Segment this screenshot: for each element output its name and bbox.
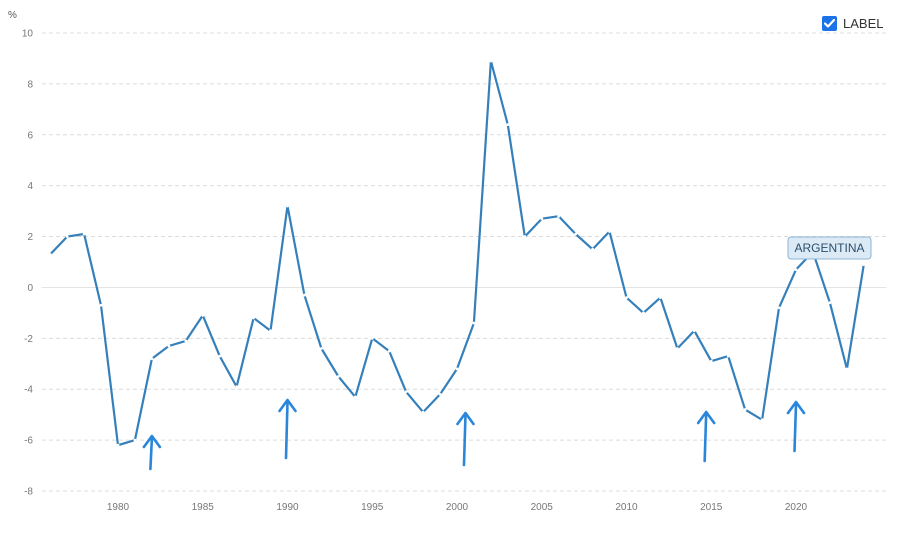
data-point [743,408,747,411]
data-point [235,385,239,389]
annotation-arrow [786,400,806,453]
x-tick-label: 1995 [361,502,384,513]
data-point [421,410,425,414]
data-point [845,367,849,371]
data-point [574,232,578,236]
data-point [336,375,340,378]
data-point [489,59,493,63]
data-point [591,247,594,251]
data-point [404,390,408,394]
y-axis-ticks: -8 -6 -4 -2 0 2 4 6 8 10 [22,29,34,498]
x-tick-label: 2010 [615,502,638,513]
data-point [642,311,645,315]
annotation-arrow [142,434,162,471]
series-layer [48,59,866,447]
data-point [472,321,476,325]
series-label-layer: ARGENTINA [787,236,872,260]
y-tick-label: -8 [24,487,33,498]
data-point [99,303,103,307]
data-point [201,314,205,317]
data-point [709,359,713,363]
data-point [370,336,374,340]
data-point [608,230,611,233]
data-point [692,329,696,333]
data-point [828,301,832,305]
y-tick-label: 0 [27,283,33,294]
check-icon [824,18,835,28]
data-point [184,339,188,343]
x-tick-label: 2000 [446,502,469,513]
data-point [625,296,628,300]
y-tick-label: 2 [27,232,33,243]
series-line [49,59,865,447]
data-point [523,235,527,238]
data-point [303,293,306,297]
x-tick-label: 2005 [531,502,554,513]
data-point [438,392,442,396]
data-point [116,443,120,447]
x-tick-label: 2015 [700,502,723,513]
annotation-arrows [142,398,806,471]
y-tick-label: -6 [24,436,33,447]
y-tick-label: -2 [24,334,33,345]
data-point [726,354,730,358]
data-point [167,344,171,348]
annotation-arrow [456,411,475,467]
data-point [506,123,510,126]
series-label-text: ARGENTINA [794,241,864,255]
data-point [48,252,52,256]
data-point [133,438,137,442]
data-point [777,306,781,310]
data-point [557,214,561,218]
data-point [794,268,798,272]
y-axis-unit-label: % [8,10,17,21]
data-point [862,263,866,266]
grid-lines [42,32,886,492]
y-tick-label: 8 [27,79,33,90]
data-point [387,349,391,353]
data-point [252,316,256,320]
label-checkbox[interactable] [822,15,837,31]
data-point [659,296,662,300]
data-point [353,395,357,399]
annotation-arrow [696,410,716,463]
x-tick-label: 1990 [276,502,299,513]
data-point [150,357,154,361]
data-point [455,367,459,371]
data-point [760,418,764,422]
annotation-arrow [278,398,297,460]
y-tick-label: 6 [27,130,33,141]
y-tick-label: 10 [22,29,34,40]
data-point [269,329,272,333]
y-tick-label: -4 [24,385,33,396]
data-point [320,347,323,350]
data-point [675,347,679,350]
series-label: ARGENTINA [787,236,872,260]
x-tick-label: 2020 [785,502,808,513]
y-tick-label: 4 [27,181,33,192]
label-checkbox-text: LABEL [843,15,884,31]
label-toggle[interactable]: LABEL [822,14,883,32]
data-point [286,204,289,208]
x-tick-label: 1980 [107,502,130,513]
data-point [82,232,86,236]
x-axis-ticks: 1980 1985 1990 1995 2000 2005 2010 2015 2020 [107,502,808,513]
data-point [65,235,69,238]
data-point [218,354,222,358]
data-point [540,217,544,221]
x-tick-label: 1985 [192,502,215,513]
